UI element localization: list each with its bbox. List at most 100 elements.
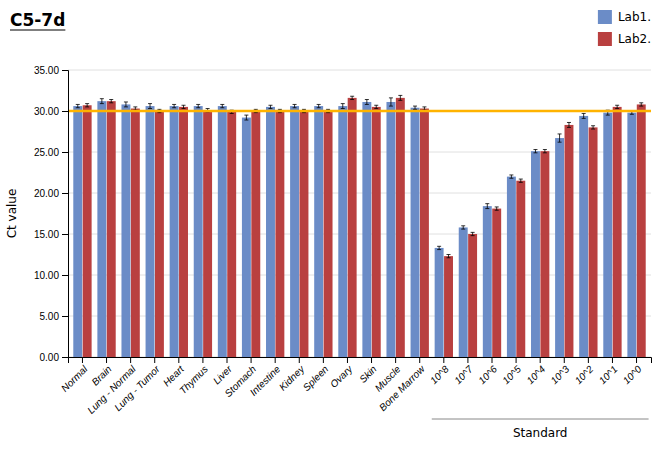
bar: [579, 116, 588, 357]
bar: [637, 104, 646, 357]
x-tick-label: Normal: [59, 363, 90, 394]
y-tick: 35.00: [34, 65, 68, 76]
x-tick-mark: [275, 357, 276, 363]
bar: [386, 102, 395, 357]
x-tick-mark: [636, 357, 637, 363]
bar: [314, 106, 323, 357]
bar: [362, 102, 371, 357]
y-tick-label: 25.00: [34, 147, 59, 158]
error-bar: [365, 100, 369, 105]
error-bar: [196, 104, 200, 107]
y-tick-mark: [62, 152, 68, 153]
x-tick-label: 10^3: [548, 363, 571, 386]
x-tick-mark: [178, 357, 179, 363]
error-bar: [495, 207, 499, 210]
x-tick-mark: [443, 357, 444, 363]
y-tick: 0.00: [40, 352, 68, 363]
x-tick-mark: [516, 357, 517, 363]
bar: [540, 151, 549, 357]
y-tick-mark: [62, 316, 68, 317]
y-tick: 20.00: [34, 188, 68, 199]
bar: [131, 109, 140, 357]
bar: [275, 111, 284, 357]
error-bar: [317, 104, 321, 107]
bar-series: [83, 95, 646, 357]
y-tick-label: 20.00: [34, 188, 59, 199]
error-bar: [422, 107, 426, 110]
legend-label: Lab1.: [618, 10, 651, 24]
x-axis-line: [69, 358, 652, 364]
x-tick-label: 10^8: [428, 363, 451, 386]
error-bar: [615, 105, 619, 108]
x-tick: Ovary: [328, 357, 355, 390]
error-bar: [85, 104, 89, 107]
bar: [73, 106, 82, 357]
bar-series: [73, 98, 636, 357]
y-tick-mark: [62, 111, 68, 112]
bar: [420, 109, 429, 357]
bar: [227, 112, 236, 357]
error-bar: [509, 175, 513, 178]
error-bar: [76, 104, 80, 107]
x-tick-label: Ovary: [328, 363, 355, 390]
bar: [338, 106, 347, 357]
x-tick-label: Bone Marrow: [377, 363, 427, 413]
error-bar: [413, 106, 417, 109]
error-bar: [461, 226, 465, 229]
x-tick-mark: [588, 357, 589, 363]
error-bar: [374, 105, 378, 108]
x-tick-mark: [612, 357, 613, 363]
grid: [68, 70, 651, 357]
bar: [266, 107, 275, 357]
bar: [179, 107, 188, 357]
error-bar: [471, 232, 475, 235]
x-tick-label: Lung - Tumor: [112, 363, 162, 413]
y-tick: 5.00: [40, 311, 68, 322]
bar: [589, 127, 598, 357]
bar: [627, 113, 636, 357]
bar: [492, 209, 501, 357]
error-bar: [558, 134, 562, 142]
error-bar: [567, 122, 571, 127]
error-bar: [268, 105, 272, 108]
bar: [107, 101, 116, 357]
x-tick-label: Spleen: [301, 363, 331, 393]
x-tick: Skin: [357, 357, 379, 385]
y-tick-mark: [62, 275, 68, 276]
x-tick-mark: [323, 357, 324, 363]
legend-item: Lab2.: [598, 32, 651, 46]
bar: [444, 256, 453, 357]
bar: [555, 138, 564, 357]
bar: [372, 107, 381, 357]
x-tick: 10^7: [452, 357, 475, 386]
grid-line: [68, 111, 651, 112]
x-tick-mark: [106, 357, 107, 363]
bar: [411, 108, 420, 357]
error-bar: [582, 113, 586, 118]
x-tick: Lung - Tumor: [112, 357, 162, 413]
error-bar: [591, 126, 595, 129]
x-tick: Spleen: [301, 357, 331, 393]
bar: [435, 248, 444, 357]
error-bar: [341, 104, 345, 109]
x-tick: 10^3: [548, 357, 571, 386]
x-tick: 10^6: [476, 357, 499, 386]
error-bar: [124, 102, 128, 107]
bracket: [432, 419, 649, 420]
bar: [251, 111, 260, 357]
x-tick-mark: [251, 357, 252, 363]
x-tick-mark: [347, 357, 348, 363]
error-bar: [398, 95, 402, 100]
bar: [468, 234, 477, 357]
legend-swatch: [598, 32, 612, 46]
x-tick: Normal: [59, 357, 90, 394]
y-axis: 0.005.0010.0015.0020.0025.0030.0035.00: [34, 65, 69, 363]
y-tick-label: 35.00: [34, 65, 59, 76]
x-tick-mark: [299, 357, 300, 363]
x-tick-label: 10^2: [573, 363, 596, 386]
x-tick-mark: [467, 357, 468, 363]
bar: [242, 118, 251, 357]
x-tick: 10^4: [524, 357, 547, 386]
error-bar: [639, 103, 643, 106]
x-tick: 10^1: [597, 357, 620, 386]
